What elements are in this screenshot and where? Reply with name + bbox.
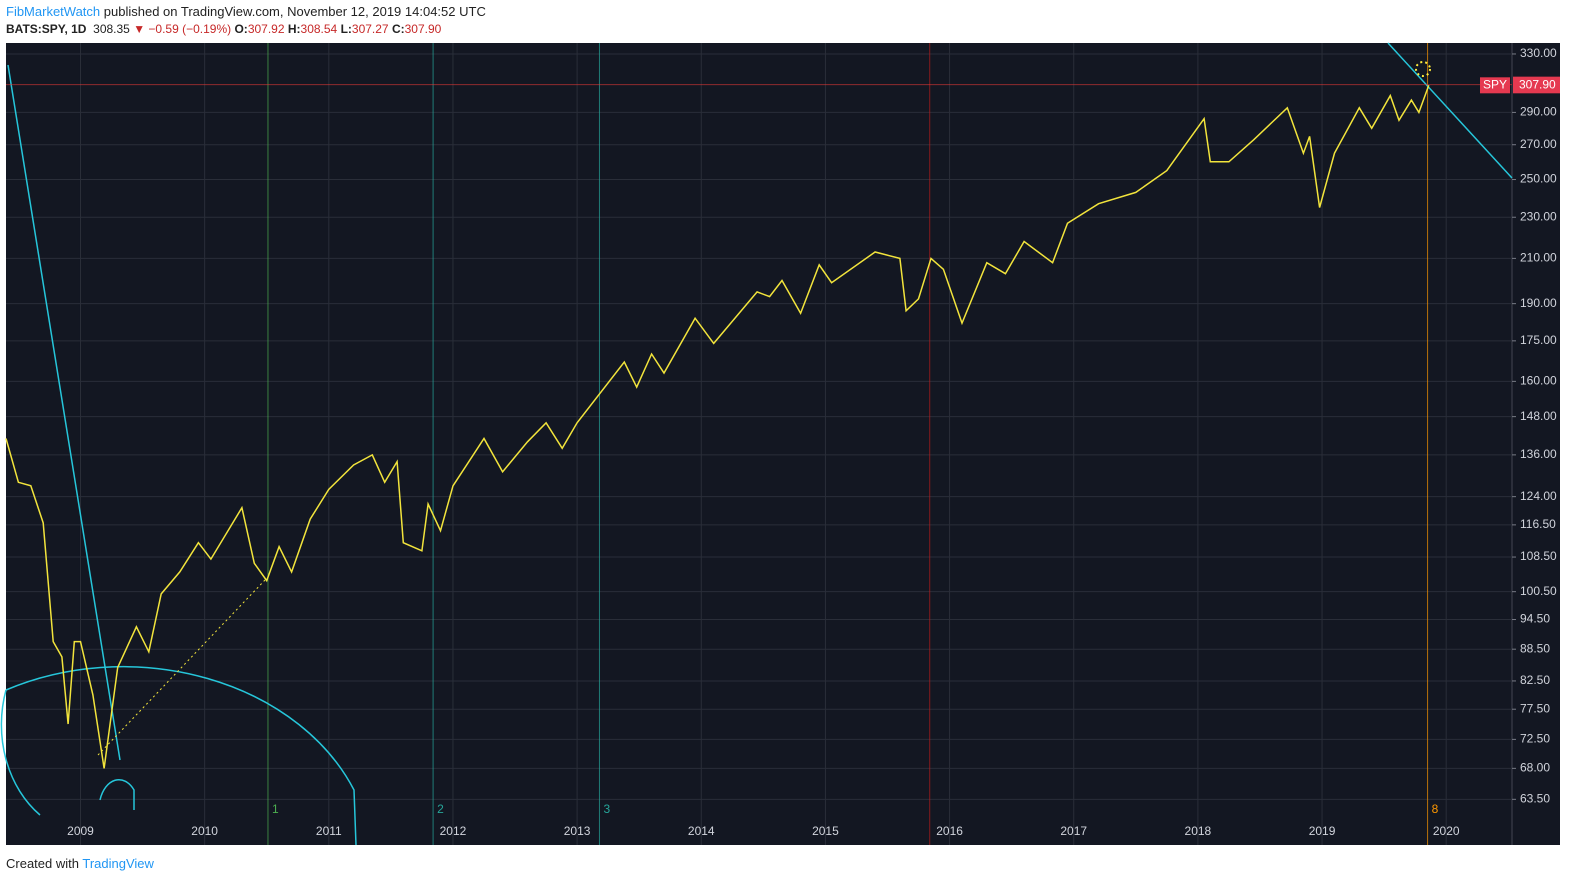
y-tick-label: 124.00	[1520, 489, 1557, 503]
y-tick-label: 94.50	[1520, 612, 1550, 626]
trend-line	[7, 64, 121, 761]
y-tick-label: 250.00	[1520, 172, 1557, 186]
y-tick-label: 72.50	[1520, 732, 1550, 746]
o-label: O:	[234, 22, 248, 36]
x-tick-label: 2012	[440, 824, 467, 838]
time-zone-label: 2	[437, 802, 444, 816]
price-tag	[1513, 77, 1560, 94]
l-label: L:	[340, 22, 352, 36]
y-tick-label: 88.50	[1520, 641, 1550, 655]
y-tick-label: 190.00	[1520, 296, 1557, 310]
change: ▼ −0.59 (−0.19%)	[133, 22, 232, 36]
x-tick-label: 2020	[1433, 824, 1460, 838]
y-tick-label: 82.50	[1520, 673, 1550, 687]
y-tick-label: 63.50	[1520, 791, 1550, 805]
fib-arc	[99, 778, 135, 810]
x-tick-label: 2009	[67, 824, 94, 838]
symbol: BATS:SPY, 1D	[6, 22, 87, 36]
price-tag-label: 307.90	[1519, 77, 1556, 91]
price: 308.35	[93, 22, 130, 36]
y-tick-label: 270.00	[1520, 137, 1557, 151]
time-zone-label: 8	[1432, 802, 1439, 816]
created: Created with	[6, 856, 79, 871]
x-tick-label: 2014	[688, 824, 715, 838]
x-tick-label: 2016	[936, 824, 963, 838]
y-tick-label: 210.00	[1520, 251, 1557, 265]
fib-arc	[5, 665, 357, 846]
chart-background	[6, 43, 1560, 845]
time-zone-label: 1	[272, 802, 279, 816]
low: 307.27	[351, 22, 389, 36]
trend-line	[1387, 42, 1513, 179]
y-tick-label: 175.00	[1520, 333, 1557, 347]
footer: Created with TradingView	[6, 856, 154, 871]
time-zone-label: 3	[603, 802, 610, 816]
fib-arc	[0, 689, 41, 816]
y-tick-label: 68.00	[1520, 761, 1550, 775]
x-tick-label: 2011	[316, 824, 342, 838]
brand[interactable]: TradingView	[82, 856, 154, 871]
price-line	[5, 85, 1430, 769]
y-tick-label: 230.00	[1520, 209, 1557, 223]
h-label: H:	[287, 22, 301, 36]
y-tick-label: 108.50	[1520, 549, 1557, 563]
x-tick-label: 2013	[564, 824, 591, 838]
x-tick-label: 2018	[1185, 824, 1212, 838]
c-label: C:	[391, 22, 405, 36]
y-tick-label: 116.50	[1520, 517, 1556, 531]
y-tick-label: 100.50	[1520, 584, 1557, 598]
close: 307.90	[404, 22, 442, 36]
author[interactable]: FibMarketWatch	[6, 4, 101, 19]
x-tick-label: 2019	[1309, 824, 1336, 838]
y-tick-label: 148.00	[1520, 409, 1557, 423]
open: 307.92	[247, 22, 285, 36]
published: published on TradingView.com, November 1…	[103, 4, 486, 19]
high: 308.54	[300, 22, 338, 36]
y-tick-label: 136.00	[1520, 447, 1557, 461]
y-tick-label: 160.00	[1520, 374, 1557, 388]
x-tick-label: 2010	[191, 824, 218, 838]
y-tick-label: 290.00	[1520, 105, 1557, 119]
dotted-line	[97, 579, 266, 756]
y-tick-label: 77.50	[1520, 701, 1550, 715]
symbol-tag-label: SPY	[1483, 77, 1507, 91]
y-tick-label: 330.00	[1520, 46, 1557, 60]
symbol-tag	[1480, 77, 1510, 94]
symbol-line: BATS:SPY, 1D 308.35 ▼ −0.59 (−0.19%) O:3…	[6, 22, 441, 36]
publish-line: FibMarketWatch published on TradingView.…	[6, 4, 486, 19]
x-tick-label: 2017	[1060, 824, 1087, 838]
x-tick-label: 2015	[812, 824, 839, 838]
highlight-circle	[1415, 61, 1431, 77]
